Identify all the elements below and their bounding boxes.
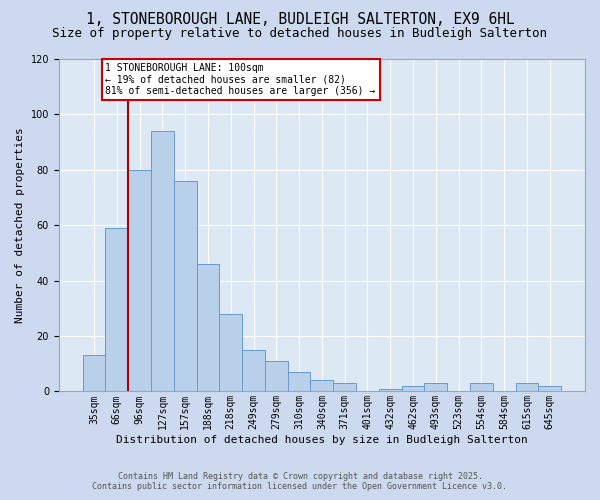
Bar bbox=[128, 170, 151, 392]
Bar bbox=[265, 361, 288, 392]
Bar bbox=[424, 383, 447, 392]
Text: 1, STONEBOROUGH LANE, BUDLEIGH SALTERTON, EX9 6HL: 1, STONEBOROUGH LANE, BUDLEIGH SALTERTON… bbox=[86, 12, 514, 28]
Bar bbox=[401, 386, 424, 392]
Bar bbox=[515, 383, 538, 392]
Bar bbox=[310, 380, 333, 392]
Y-axis label: Number of detached properties: Number of detached properties bbox=[15, 128, 25, 323]
Bar bbox=[538, 386, 561, 392]
Bar bbox=[83, 356, 106, 392]
Bar bbox=[220, 314, 242, 392]
X-axis label: Distribution of detached houses by size in Budleigh Salterton: Distribution of detached houses by size … bbox=[116, 435, 528, 445]
Text: Contains HM Land Registry data © Crown copyright and database right 2025.
Contai: Contains HM Land Registry data © Crown c… bbox=[92, 472, 508, 491]
Bar bbox=[242, 350, 265, 392]
Bar bbox=[379, 388, 401, 392]
Bar bbox=[470, 383, 493, 392]
Bar bbox=[288, 372, 310, 392]
Bar bbox=[106, 228, 128, 392]
Text: 1 STONEBOROUGH LANE: 100sqm
← 19% of detached houses are smaller (82)
81% of sem: 1 STONEBOROUGH LANE: 100sqm ← 19% of det… bbox=[106, 63, 376, 96]
Bar bbox=[151, 131, 174, 392]
Bar bbox=[174, 181, 197, 392]
Bar bbox=[197, 264, 220, 392]
Bar bbox=[333, 383, 356, 392]
Text: Size of property relative to detached houses in Budleigh Salterton: Size of property relative to detached ho… bbox=[53, 28, 548, 40]
